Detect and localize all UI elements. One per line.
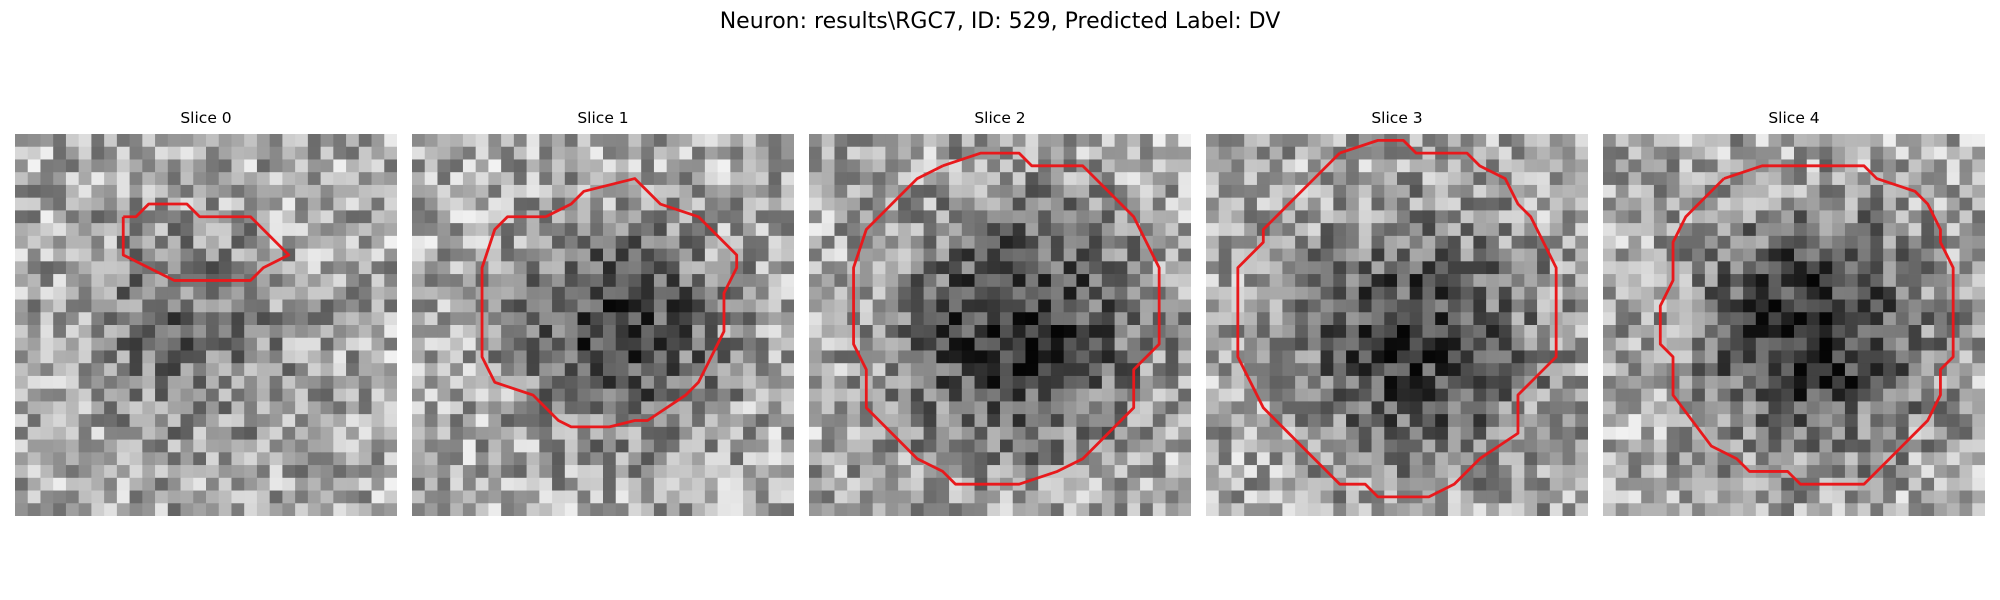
slice-image-4 — [1603, 134, 1985, 516]
roi-contour — [1658, 164, 1955, 486]
pixel-grid — [1206, 134, 1588, 516]
roi-contour — [852, 151, 1161, 486]
slice-panel-0: Slice 0 — [15, 108, 397, 516]
pixel-grid — [412, 134, 794, 516]
slice-panel-4: Slice 4 — [1603, 108, 1985, 516]
slice-title: Slice 4 — [1768, 109, 1820, 127]
slice-image-1 — [412, 134, 794, 516]
slice-image-3 — [1206, 134, 1588, 516]
slice-title: Slice 1 — [577, 109, 629, 127]
pixel-grid — [15, 134, 397, 516]
roi-contour — [480, 177, 739, 429]
figure-title: Neuron: results\RGC7, ID: 529, Predicted… — [719, 9, 1281, 34]
roi-contour — [121, 202, 291, 282]
slice-title: Slice 3 — [1371, 109, 1423, 127]
slice-title: Slice 0 — [180, 109, 232, 127]
roi-contour — [1236, 138, 1558, 499]
slice-image-0 — [15, 134, 397, 516]
slice-panel-3: Slice 3 — [1206, 108, 1588, 516]
slice-title: Slice 2 — [974, 109, 1026, 127]
pixel-grid — [809, 134, 1191, 516]
slice-panel-2: Slice 2 — [809, 108, 1191, 516]
pixel-grid — [1603, 134, 1985, 516]
slice-image-2 — [809, 134, 1191, 516]
slice-panel-1: Slice 1 — [412, 108, 794, 516]
